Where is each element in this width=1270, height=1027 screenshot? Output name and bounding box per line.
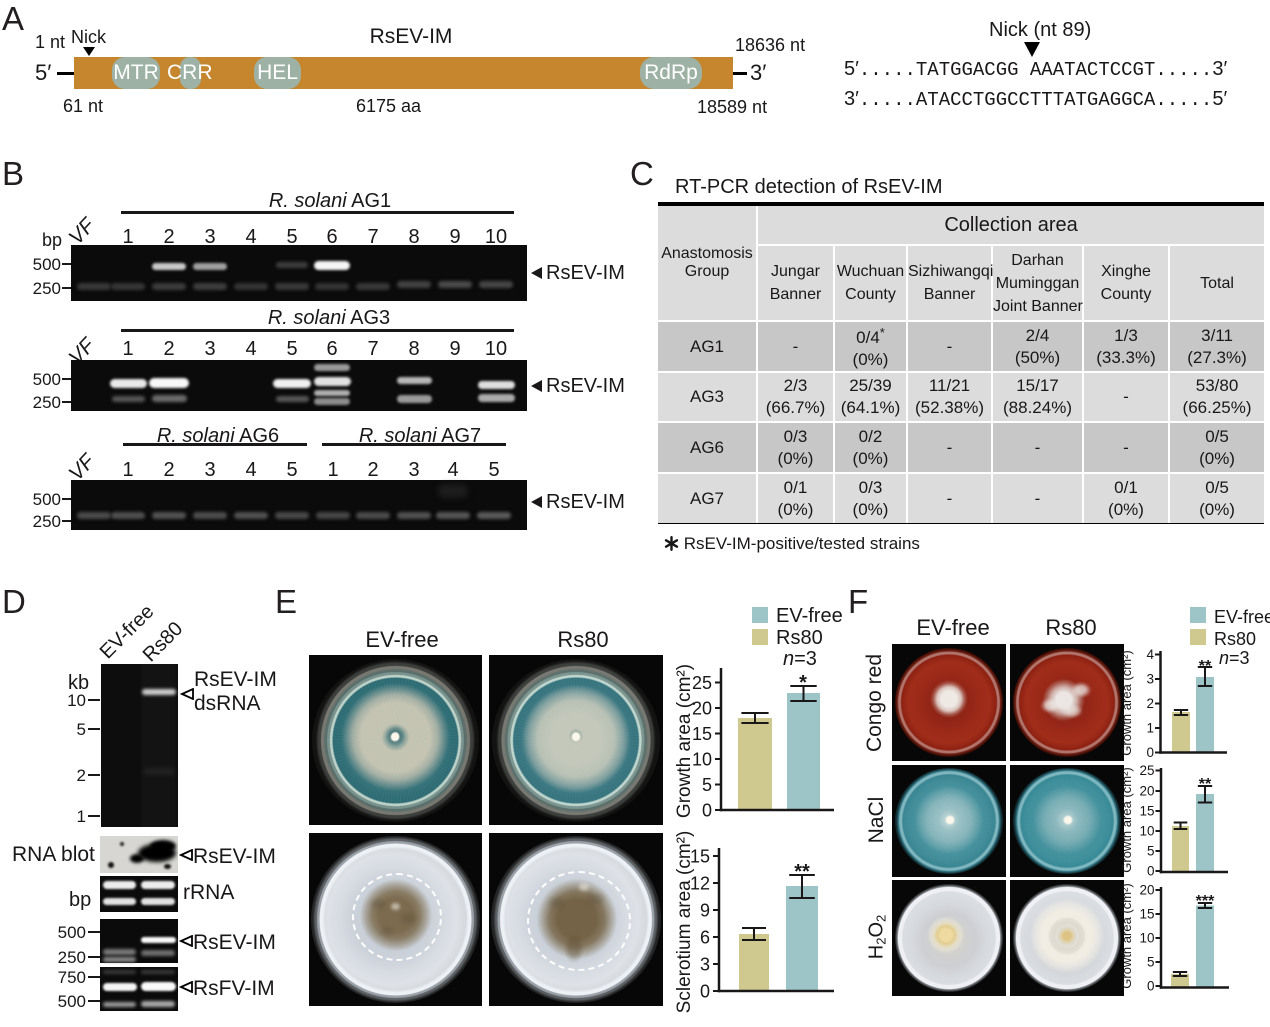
svg-text:12: 12 (690, 873, 710, 893)
svg-text:**: ** (1199, 776, 1212, 793)
svg-text:5: 5 (1147, 955, 1155, 970)
svg-text:0: 0 (702, 800, 712, 820)
svg-text:Growth area (cm²): Growth area (cm²) (1119, 883, 1134, 988)
svg-text:0: 0 (1147, 979, 1155, 994)
svg-text:0: 0 (1147, 864, 1155, 879)
svg-text:**: ** (1199, 658, 1212, 675)
svg-text:20: 20 (1139, 883, 1154, 898)
svg-text:Sclerotium area (cm²): Sclerotium area (cm²) (674, 831, 695, 1014)
svg-text:10: 10 (1139, 824, 1154, 839)
svg-text:9: 9 (700, 900, 710, 920)
svg-text:**: ** (794, 861, 810, 883)
svg-text:2: 2 (1146, 696, 1154, 711)
svg-text:3: 3 (700, 954, 710, 974)
svg-text:25: 25 (692, 673, 712, 693)
svg-text:Growth area (cm²): Growth area (cm²) (1119, 767, 1134, 872)
svg-text:*: * (799, 672, 807, 694)
svg-text:Growth area (cm²): Growth area (cm²) (1119, 650, 1134, 755)
svg-text:10: 10 (1139, 931, 1154, 946)
svg-text:25: 25 (1139, 763, 1154, 778)
svg-text:3: 3 (1146, 672, 1154, 687)
svg-text:20: 20 (692, 698, 712, 718)
svg-text:0: 0 (700, 981, 710, 1001)
svg-text:Growth area (cm²): Growth area (cm²) (674, 664, 695, 818)
svg-text:15: 15 (692, 724, 712, 744)
svg-text:15: 15 (690, 846, 710, 866)
svg-text:***: *** (1196, 893, 1215, 910)
svg-text:4: 4 (1146, 647, 1154, 662)
svg-text:5: 5 (702, 775, 712, 795)
svg-text:10: 10 (692, 749, 712, 769)
svg-text:15: 15 (1139, 907, 1154, 922)
svg-text:20: 20 (1139, 784, 1154, 799)
svg-text:0: 0 (1146, 745, 1154, 760)
svg-text:15: 15 (1139, 804, 1154, 819)
svg-text:5: 5 (1147, 844, 1155, 859)
svg-text:6: 6 (700, 927, 710, 947)
svg-text:1: 1 (1146, 721, 1154, 736)
